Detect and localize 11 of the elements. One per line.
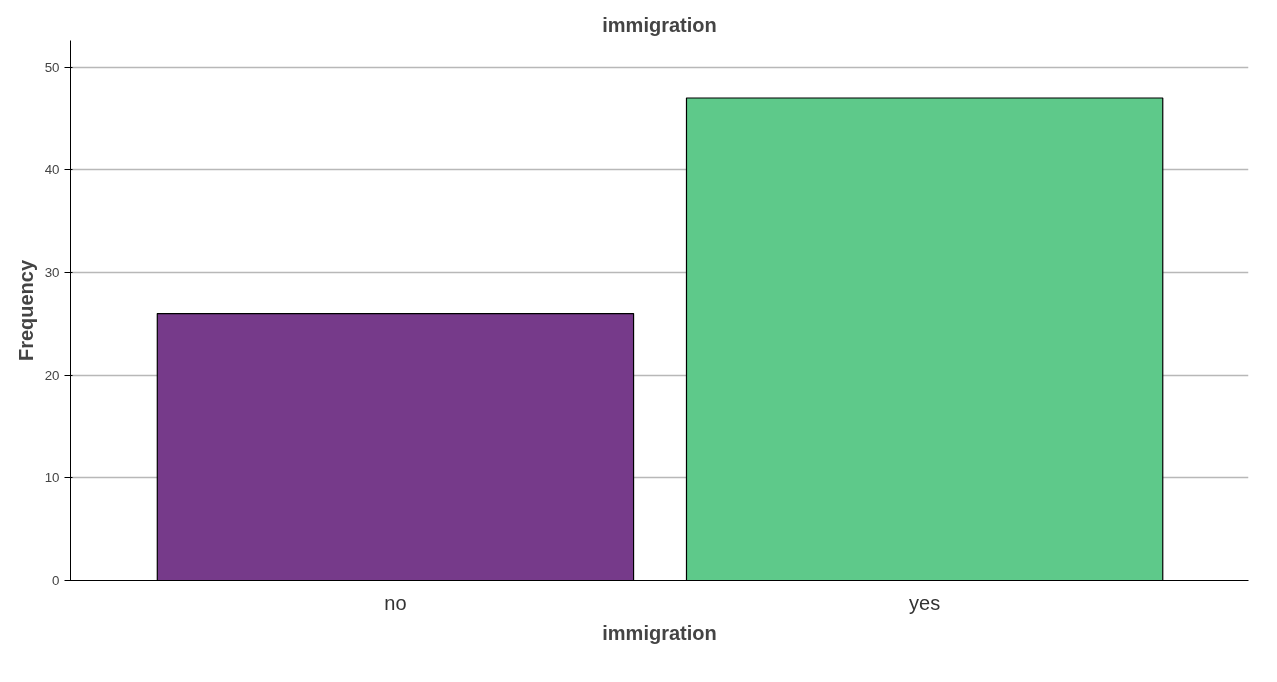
x-tick-label: yes [909,591,941,614]
y-tick-label: 0 [52,573,60,588]
y-tick-label: 20 [44,367,60,383]
x-tick-label: no [384,591,407,614]
y-tick-label: 40 [44,162,60,178]
y-tick-label: 10 [44,470,60,486]
y-axis-title: Frequency [14,259,37,362]
chart-title: immigration [602,13,717,36]
x-axis-title: immigration [602,621,717,644]
y-tick-label: 30 [44,265,60,281]
y-tick-label: 50 [44,59,60,75]
